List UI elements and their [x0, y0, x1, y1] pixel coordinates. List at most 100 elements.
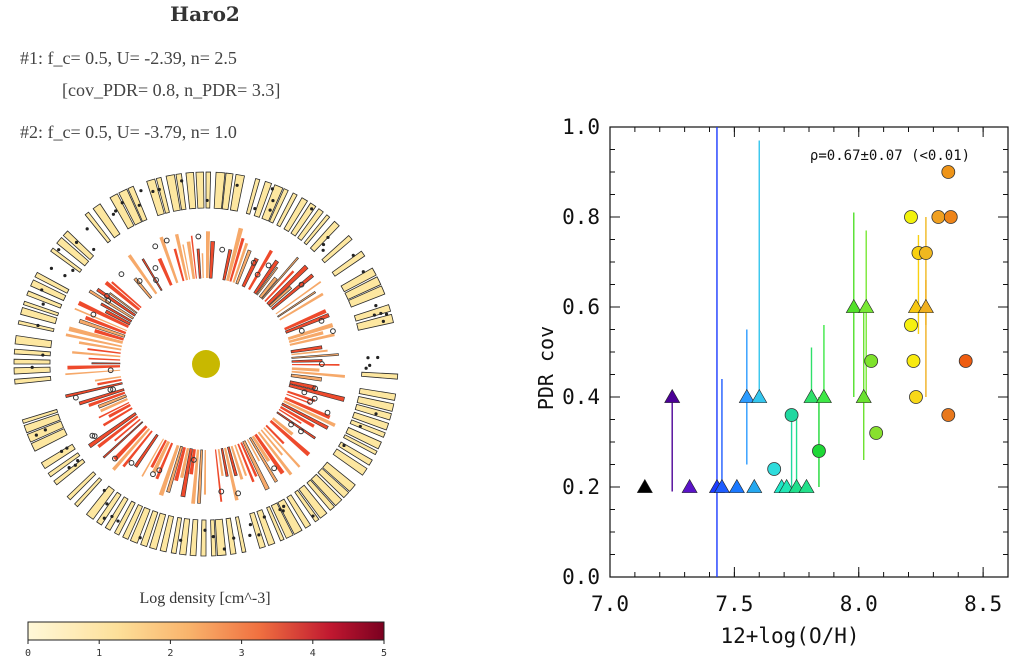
outer-ring-segment [127, 185, 148, 223]
ring-circle-marker [271, 465, 278, 472]
ring-circle-marker [136, 278, 143, 284]
inner-ring-segment [291, 349, 328, 356]
ring-dot [268, 208, 272, 212]
inner-ring-segment [291, 353, 339, 359]
outer-ring-segment [149, 512, 167, 550]
outer-ring-segment [283, 197, 309, 233]
outer-ring-segment [270, 502, 294, 539]
ring-dot [376, 355, 380, 360]
x-tick-label: 8.5 [964, 592, 1002, 616]
ring-circle-marker [156, 467, 163, 474]
inner-ring-segment [186, 241, 196, 280]
ring-dot [180, 179, 184, 183]
data-point-circle [904, 210, 918, 224]
y-tick-label: 1.0 [562, 115, 600, 139]
outer-ring-segment [96, 491, 122, 526]
ring-dot [326, 235, 330, 240]
inner-ring-segment [230, 445, 244, 480]
ring-dot [358, 424, 362, 429]
colorbar-tick-label: 1 [96, 648, 102, 656]
inner-ring-segment [287, 390, 316, 403]
inner-ring-segment [166, 445, 184, 493]
inner-ring-segment [279, 292, 324, 321]
inner-ring-segment [251, 435, 271, 462]
colorbar-label: Log density [cm^-3] [139, 590, 271, 607]
inner-ring-segment [97, 394, 127, 409]
data-point-circle [941, 165, 956, 179]
inner-ring-segment [288, 331, 324, 343]
ring-dot [57, 248, 61, 252]
data-point-circle [767, 462, 782, 476]
ring-dot [43, 428, 47, 432]
data-point-circle [906, 354, 921, 368]
inner-ring-segment [190, 235, 197, 279]
data-point-circle [909, 390, 923, 404]
center-source [192, 350, 220, 378]
outer-ring-segment [356, 313, 394, 331]
parameter-line-2: [cov_PDR= 0.8, n_PDR= 3.3] [62, 80, 281, 100]
outer-ring-segment [50, 247, 83, 273]
correlation-annotation: ρ=0.67±0.07 (<0.01) [810, 148, 970, 164]
ring-circle-marker [298, 281, 305, 288]
inner-ring-segment [114, 418, 141, 442]
ring-circle-marker [150, 471, 156, 478]
outer-ring-segment [221, 172, 234, 211]
ring-dot [381, 319, 385, 323]
ring-dot [232, 536, 236, 540]
ring-dot [120, 201, 124, 205]
data-point-triangle [815, 388, 832, 403]
inner-ring-segment [108, 403, 131, 418]
inner-ring-segment [240, 442, 258, 477]
ring-dot [374, 304, 378, 308]
inner-ring-segment [84, 315, 127, 335]
inner-ring-segment [159, 236, 179, 284]
data-point-triangle [778, 478, 795, 493]
outer-ring-segment [122, 504, 144, 540]
outer-ring-segment [53, 458, 86, 486]
inner-ring-segment [100, 398, 128, 413]
ring-circle-marker [163, 237, 170, 244]
inner-ring-segment [260, 429, 284, 456]
inner-ring-segment [174, 233, 189, 281]
inner-ring-segment [88, 412, 137, 449]
ring-diagram-panel: Haro2 #1: f_c= 0.5, U= -2.39, n= 2.5 [co… [0, 0, 420, 656]
outer-ring-segment [317, 467, 350, 499]
data-point-circle [911, 246, 926, 260]
inner-ring-segment [291, 364, 340, 366]
inner-ring-segment [214, 449, 223, 502]
data-point-triangle [855, 388, 872, 403]
inner-ring-segment [291, 370, 346, 378]
inner-ring-segment [269, 419, 311, 457]
y-tick-label: 0.0 [562, 565, 600, 589]
outer-ring-segment [361, 371, 399, 380]
inner-ring-segment [180, 448, 193, 498]
outer-ring-segment [298, 484, 328, 519]
ring-dot [30, 365, 34, 369]
inner-ring-segment [234, 444, 248, 477]
outer-ring-segment [290, 202, 317, 237]
outer-ring-segment [129, 506, 151, 544]
data-point-triangle [746, 478, 763, 493]
data-point-triangle [708, 478, 725, 493]
ring-dot [374, 412, 378, 416]
outer-ring-segment [344, 276, 382, 300]
ring-circle-marker [330, 328, 336, 335]
outer-ring-segment [214, 518, 227, 557]
ring-circle-marker [265, 262, 272, 269]
ring-dot [105, 502, 109, 506]
data-point-triangle [788, 478, 805, 493]
outer-ring-segment [266, 505, 285, 542]
ring-circle-marker [110, 386, 116, 393]
ring-dot [36, 323, 40, 328]
colorbar-tick-label: 2 [167, 648, 173, 656]
inner-ring-segment [264, 270, 295, 302]
ring-dot [270, 187, 274, 191]
outer-ring-segment [253, 180, 273, 218]
inner-ring-segment [157, 257, 173, 286]
outer-ring-segment [21, 408, 59, 424]
outer-ring-segment [205, 171, 212, 209]
inner-ring-segment [258, 276, 278, 299]
data-point-triangle [907, 298, 924, 313]
outer-ring-segment [146, 178, 165, 217]
outer-ring-segment [322, 461, 356, 492]
